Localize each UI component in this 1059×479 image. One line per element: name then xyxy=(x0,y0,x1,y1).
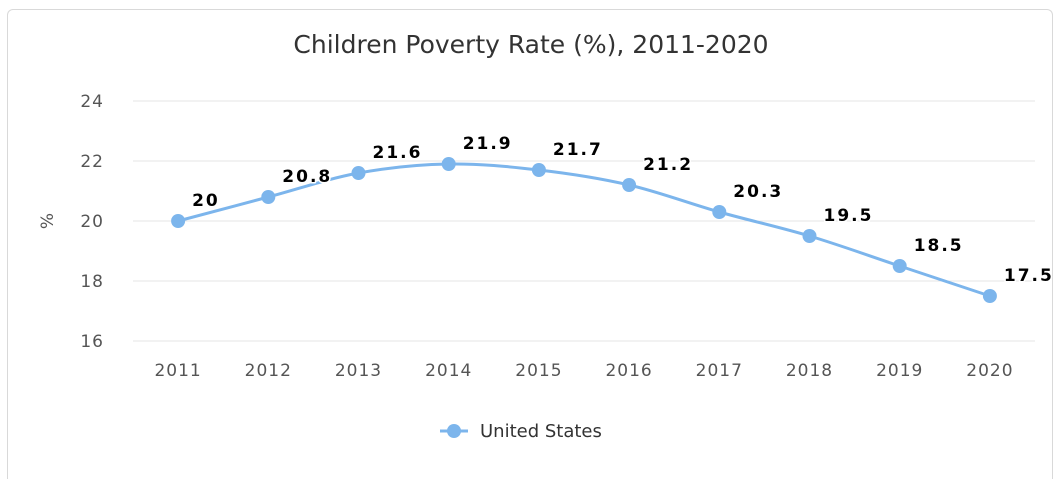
x-tick-label: 2014 xyxy=(425,361,472,381)
y-tick-layer: 16 18 20 22 24 xyxy=(80,92,104,352)
y-tick-label: 18 xyxy=(80,272,104,292)
data-label: 19.5 xyxy=(824,206,874,226)
series-line xyxy=(177,162,991,298)
legend-series-name: United States xyxy=(480,421,602,442)
y-tick-label: 16 xyxy=(80,332,104,352)
data-point[interactable] xyxy=(171,214,186,228)
series-layer xyxy=(171,157,997,303)
x-tick-label: 2015 xyxy=(515,361,562,381)
data-point[interactable] xyxy=(622,178,637,192)
data-point[interactable] xyxy=(441,157,456,171)
data-label: 20.3 xyxy=(733,182,783,202)
data-label: 20.8 xyxy=(282,167,332,187)
legend[interactable]: United States xyxy=(440,421,602,442)
data-label: 21.2 xyxy=(643,155,693,175)
data-label: 17.5 xyxy=(1004,266,1054,286)
x-tick-label: 2018 xyxy=(786,361,833,381)
data-label: 20 xyxy=(192,191,220,211)
x-tick-label: 2019 xyxy=(876,361,923,381)
y-tick-label: 20 xyxy=(80,212,104,232)
y-tick-label: 24 xyxy=(80,92,104,112)
data-point[interactable] xyxy=(892,259,907,273)
x-tick-label: 2016 xyxy=(605,361,652,381)
data-point[interactable] xyxy=(802,229,817,243)
legend-series-marker xyxy=(447,424,461,438)
data-label: 21.7 xyxy=(553,140,603,160)
grid-layer xyxy=(133,100,1035,342)
data-point[interactable] xyxy=(351,166,366,180)
data-label: 21.6 xyxy=(373,143,423,163)
data-point[interactable] xyxy=(261,190,276,204)
y-tick-label: 22 xyxy=(80,152,104,172)
data-label-layer: 20 20.8 21.6 21.9 21.7 21.2 20.3 19.5 18.5 17.5 xyxy=(191,133,1054,288)
x-tick-label: 2020 xyxy=(966,361,1013,381)
x-tick-label: 2011 xyxy=(154,361,201,381)
chart-title: Children Poverty Rate (%), 2011-2020 xyxy=(293,30,768,59)
chart-panel xyxy=(7,9,1053,479)
y-axis-label: % xyxy=(38,213,58,229)
data-point[interactable] xyxy=(531,163,546,177)
data-label: 18.5 xyxy=(914,236,964,256)
data-point[interactable] xyxy=(982,289,997,303)
data-point[interactable] xyxy=(712,205,727,219)
x-tick-label: 2012 xyxy=(245,361,292,381)
x-tick-label: 2017 xyxy=(696,361,743,381)
data-label: 21.9 xyxy=(463,134,513,154)
x-tick-label: 2013 xyxy=(335,361,382,381)
x-tick-layer: 2011 2012 2013 2014 2015 2016 2017 2018 2019 2020 xyxy=(154,361,1013,381)
